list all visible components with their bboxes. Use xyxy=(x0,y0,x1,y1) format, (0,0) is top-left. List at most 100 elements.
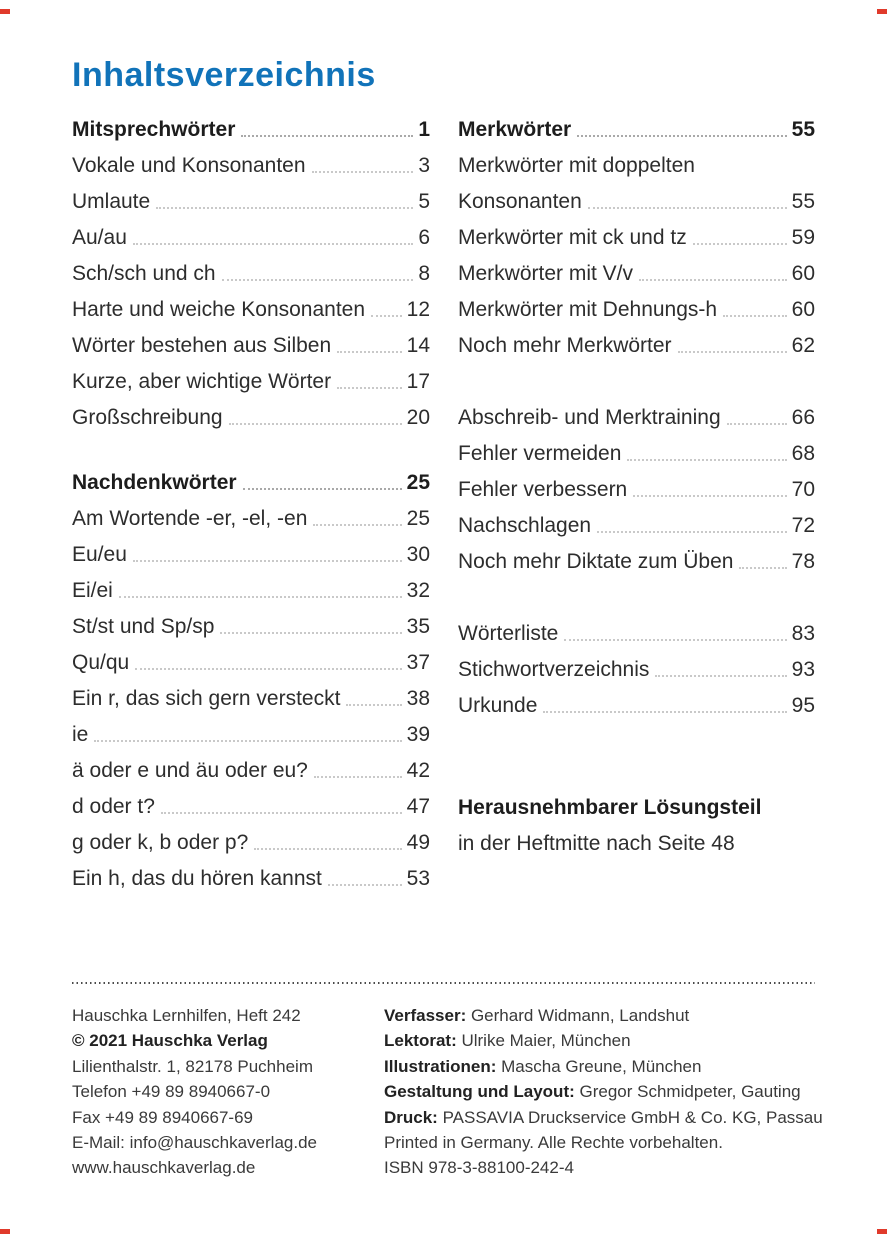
toc-entry: Noch mehr Merkwörter 62 xyxy=(458,328,815,364)
crop-mark-bottom-left xyxy=(0,1229,10,1234)
footer-line: Printed in Germany. Alle Rechte vorbehal… xyxy=(384,1130,864,1155)
dot-leader xyxy=(241,135,414,137)
dot-leader xyxy=(242,488,402,490)
toc-entry: Eu/eu 30 xyxy=(72,537,430,573)
toc-entry: Stichwortverzeichnis 93 xyxy=(458,652,815,688)
toc-entry-page: 95 xyxy=(791,694,815,717)
toc-entry-label: Wörterliste xyxy=(458,622,559,645)
toc-entry-label: Merkwörter mit Dehnungs-h xyxy=(458,298,718,321)
credit-text: Ulrike Maier, München xyxy=(456,1031,631,1051)
toc-entry: Fehler vermeiden 68 xyxy=(458,436,815,472)
toc-entry-label: Nachschlagen xyxy=(458,514,592,537)
dot-leader xyxy=(313,776,402,778)
toc-entry-page: 62 xyxy=(791,334,815,357)
toc-entry: Sch/sch und ch 8 xyxy=(72,256,430,292)
toc-entry-label: Ein r, das sich gern versteckt xyxy=(72,687,341,710)
dot-leader xyxy=(587,207,787,209)
toc-entry-page: 68 xyxy=(791,442,815,465)
page-title: Inhaltsverzeichnis xyxy=(72,56,376,94)
toc-entry: Nachschlagen 72 xyxy=(458,508,815,544)
toc-entry-label: Am Wortende -er, -el, -en xyxy=(72,507,308,530)
toc-entry-page: 14 xyxy=(406,334,430,357)
dot-leader xyxy=(94,740,402,742)
toc-entry-page: 1 xyxy=(418,118,430,141)
toc-entry: Merkwörter mit ck und tz 59 xyxy=(458,220,815,256)
footer-line: Illustrationen: Mascha Greune, München xyxy=(384,1054,864,1079)
footer-line: Gestaltung und Layout: Gregor Schmidpete… xyxy=(384,1079,864,1104)
credit-text: Gregor Schmidpeter, Gauting xyxy=(574,1082,801,1102)
crop-mark-top-right xyxy=(877,9,887,14)
toc-section-heading: Merkwörter 55 xyxy=(458,112,815,148)
toc-entry-label: Abschreib- und Merktraining xyxy=(458,406,721,429)
dot-leader xyxy=(118,596,402,598)
toc-entry: ie 39 xyxy=(72,717,430,753)
dot-leader xyxy=(726,423,787,425)
toc-entry: g oder k, b oder p? 49 xyxy=(72,825,430,861)
toc-entry-label: Vokale und Konsonanten xyxy=(72,154,306,177)
toc-entry-label: Herausnehmbarer Lösungsteil xyxy=(458,796,762,819)
toc-entry: Konsonanten 55 xyxy=(458,184,815,220)
footer-divider xyxy=(72,982,815,984)
toc-entry-page: 37 xyxy=(406,651,430,674)
dot-leader xyxy=(132,243,414,245)
toc-entry-page: 38 xyxy=(406,687,430,710)
dot-leader xyxy=(597,531,787,533)
toc-section-heading: Nachdenkwörter 25 xyxy=(72,465,430,501)
toc-entry-label: Mitsprechwörter xyxy=(72,118,236,141)
footer-publisher-block: Hauschka Lernhilfen, Heft 242 © 2021 Hau… xyxy=(72,1003,372,1181)
toc-entry-label: St/st und Sp/sp xyxy=(72,615,215,638)
dot-leader xyxy=(156,207,414,209)
toc-entry: Ei/ei 32 xyxy=(72,573,430,609)
dot-leader xyxy=(132,560,402,562)
toc-entry-label: Harte und weiche Konsonanten xyxy=(72,298,366,321)
toc-entry: Noch mehr Diktate zum Üben 78 xyxy=(458,544,815,580)
dot-leader xyxy=(739,567,787,569)
toc-entry-label: Fehler vermeiden xyxy=(458,442,622,465)
toc-entry-label: d oder t? xyxy=(72,795,155,818)
toc-entry-page: 53 xyxy=(406,867,430,890)
toc-entry: Merkwörter mit Dehnungs-h 60 xyxy=(458,292,815,328)
dot-leader xyxy=(627,459,787,461)
footer-line: Druck: PASSAVIA Druckservice GmbH & Co. … xyxy=(384,1105,864,1130)
toc-entry-label: Merkwörter mit ck und tz xyxy=(458,226,687,249)
credit-label: Druck: xyxy=(384,1107,438,1127)
toc-entry: Ein r, das sich gern versteckt 38 xyxy=(72,681,430,717)
credit-text: PASSAVIA Druckservice GmbH & Co. KG, Pas… xyxy=(437,1107,823,1127)
dot-leader xyxy=(543,711,787,713)
toc-entry-page: 47 xyxy=(406,795,430,818)
toc-entry-page: 25 xyxy=(406,471,430,494)
toc-entry-page: 42 xyxy=(406,759,430,782)
dot-leader xyxy=(313,524,402,526)
toc-entry-label: Großschreibung xyxy=(72,406,223,429)
crop-mark-bottom-right xyxy=(877,1229,887,1234)
toc-entry-page: 35 xyxy=(406,615,430,638)
toc-entry-page: 32 xyxy=(406,579,430,602)
toc-entry-label: Ein h, das du hören kannst xyxy=(72,867,322,890)
toc-entry-label: Merkwörter mit V/v xyxy=(458,262,634,285)
credit-label: Verfasser: xyxy=(384,1006,467,1025)
dot-leader xyxy=(633,495,787,497)
toc-entry: Am Wortende -er, -el, -en 25 xyxy=(72,501,430,537)
toc-entry-page: 5 xyxy=(418,190,430,213)
dot-leader xyxy=(677,351,787,353)
credit-label: Gestaltung und Layout: xyxy=(384,1082,575,1102)
toc-entry: Merkwörter mit V/v 60 xyxy=(458,256,815,292)
dot-leader xyxy=(564,639,787,641)
credit-text: ISBN 978-3-88100-242-4 xyxy=(384,1158,574,1178)
dot-leader xyxy=(220,632,402,634)
toc-column-left: Mitsprechwörter 1 Vokale und Konsonanten… xyxy=(72,112,430,897)
footer-line-email: E-Mail: info@hauschkaverlag.de xyxy=(72,1133,317,1153)
toc-entry-page: 55 xyxy=(791,118,815,141)
toc-entry-label: in der Heftmitte nach Seite 48 xyxy=(458,832,735,855)
crop-mark-top-left xyxy=(0,9,10,14)
toc-entry-label: Fehler verbessern xyxy=(458,478,628,501)
toc-entry-label: g oder k, b oder p? xyxy=(72,831,249,854)
toc-entry-label: Kurze, aber wichtige Wörter xyxy=(72,370,332,393)
toc-entry-page: 59 xyxy=(791,226,815,249)
footer-line-fax: Fax +49 89 8940667-69 xyxy=(72,1107,254,1127)
toc-entry-label: Konsonanten xyxy=(458,190,582,213)
toc-entry-page: 60 xyxy=(791,298,815,321)
credit-text: Gerhard Widmann, Landshut xyxy=(466,1006,690,1025)
toc-entry-page: 49 xyxy=(406,831,430,854)
